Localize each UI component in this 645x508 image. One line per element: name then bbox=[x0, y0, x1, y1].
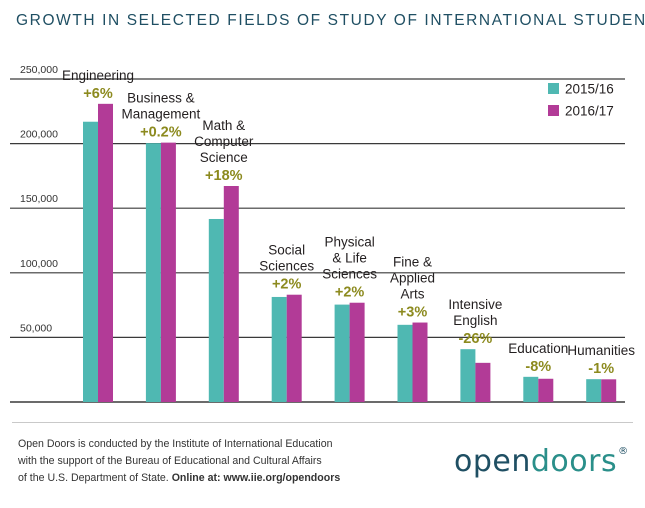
bar-y2015-16 bbox=[523, 376, 539, 402]
category-change-label: -26% bbox=[458, 331, 492, 347]
category-change-label: +0.2% bbox=[140, 125, 182, 141]
category-label: Physical bbox=[324, 235, 374, 250]
bar-y2016-17 bbox=[475, 362, 491, 402]
footnote-line-3: of the U.S. Department of State. Online … bbox=[18, 470, 378, 487]
footnote: Open Doors is conducted by the Institute… bbox=[18, 436, 378, 487]
opendoors-logo: opendoors® bbox=[454, 444, 629, 479]
bar-y2015-16 bbox=[208, 218, 224, 402]
category-label: Sciences bbox=[322, 267, 377, 282]
y-tick-label: 200,000 bbox=[20, 129, 58, 141]
category-change-label: -1% bbox=[588, 361, 614, 377]
bar-y2016-17 bbox=[538, 378, 554, 402]
footnote-line-3-text: of the U.S. Department of State. bbox=[18, 472, 172, 484]
y-tick-label: 150,000 bbox=[20, 193, 58, 205]
category-label: & Life bbox=[332, 251, 367, 266]
bar-y2016-17 bbox=[223, 186, 239, 402]
category-label: Business & bbox=[127, 91, 195, 106]
category-label: Management bbox=[121, 107, 200, 122]
bar-y2016-17 bbox=[601, 379, 617, 402]
bar-y2016-17 bbox=[286, 294, 302, 402]
bar-y2016-17 bbox=[349, 302, 365, 402]
category-label: Applied bbox=[390, 271, 435, 286]
y-tick-label: 50,000 bbox=[20, 322, 52, 334]
category-change-label: +2% bbox=[272, 277, 302, 293]
category-label: Fine & bbox=[393, 255, 432, 270]
logo-registered-mark: ® bbox=[618, 446, 629, 457]
bar-y2016-17 bbox=[98, 103, 113, 402]
category-label: Math & bbox=[202, 118, 245, 133]
y-tick-label: 100,000 bbox=[20, 258, 58, 270]
y-tick-label: 250,000 bbox=[20, 64, 58, 76]
category-label: Arts bbox=[400, 287, 424, 302]
bar-y2016-17 bbox=[160, 142, 176, 402]
logo-text-open: open bbox=[454, 444, 531, 479]
category-label: Intensive bbox=[448, 297, 502, 312]
category-change-label: +2% bbox=[335, 285, 365, 301]
category-change-label: +3% bbox=[398, 305, 428, 321]
bar-chart: 50,000 100,000 150,000 200,000 250,000 +6% Eng… bbox=[10, 64, 635, 403]
category-label: Science bbox=[200, 150, 248, 165]
bar-y2015-16 bbox=[271, 296, 287, 402]
bar-y2015-16 bbox=[334, 304, 350, 402]
bar-y2015-16 bbox=[460, 349, 476, 402]
category-label: Humanities bbox=[567, 343, 635, 358]
footer-divider bbox=[12, 422, 633, 423]
category-label: Engineering bbox=[62, 68, 134, 83]
category-label: English bbox=[453, 313, 497, 328]
category-change-label: +6% bbox=[83, 86, 113, 102]
chart-title: GROWTH IN SELECTED FIELDS OF STUDY OF IN… bbox=[16, 12, 645, 29]
legend-label: 2015/16 bbox=[565, 82, 614, 97]
footnote-link-text: Online at: www.iie.org/opendoors bbox=[171, 472, 341, 484]
bar-y2015-16 bbox=[586, 379, 602, 402]
footnote-line-2: with the support of the Bureau of Educat… bbox=[18, 455, 322, 467]
legend-swatch bbox=[548, 105, 559, 116]
bar-y2015-16 bbox=[397, 324, 413, 402]
category-label: Social bbox=[268, 243, 305, 258]
category-label: Education bbox=[508, 341, 568, 356]
category-change-label: -8% bbox=[525, 359, 551, 375]
bar-y2015-16 bbox=[145, 143, 161, 402]
footnote-line-1: Open Doors is conducted by the Institute… bbox=[18, 438, 333, 450]
bar-y2015-16 bbox=[83, 121, 98, 403]
category-label: Computer bbox=[194, 134, 254, 149]
category-label: Sciences bbox=[259, 259, 314, 274]
category-change-label: +18% bbox=[205, 168, 243, 184]
legend-label: 2016/17 bbox=[565, 104, 614, 119]
bar-y2016-17 bbox=[412, 322, 428, 402]
logo-text-doors: doors bbox=[530, 444, 618, 479]
legend-swatch bbox=[548, 83, 559, 94]
